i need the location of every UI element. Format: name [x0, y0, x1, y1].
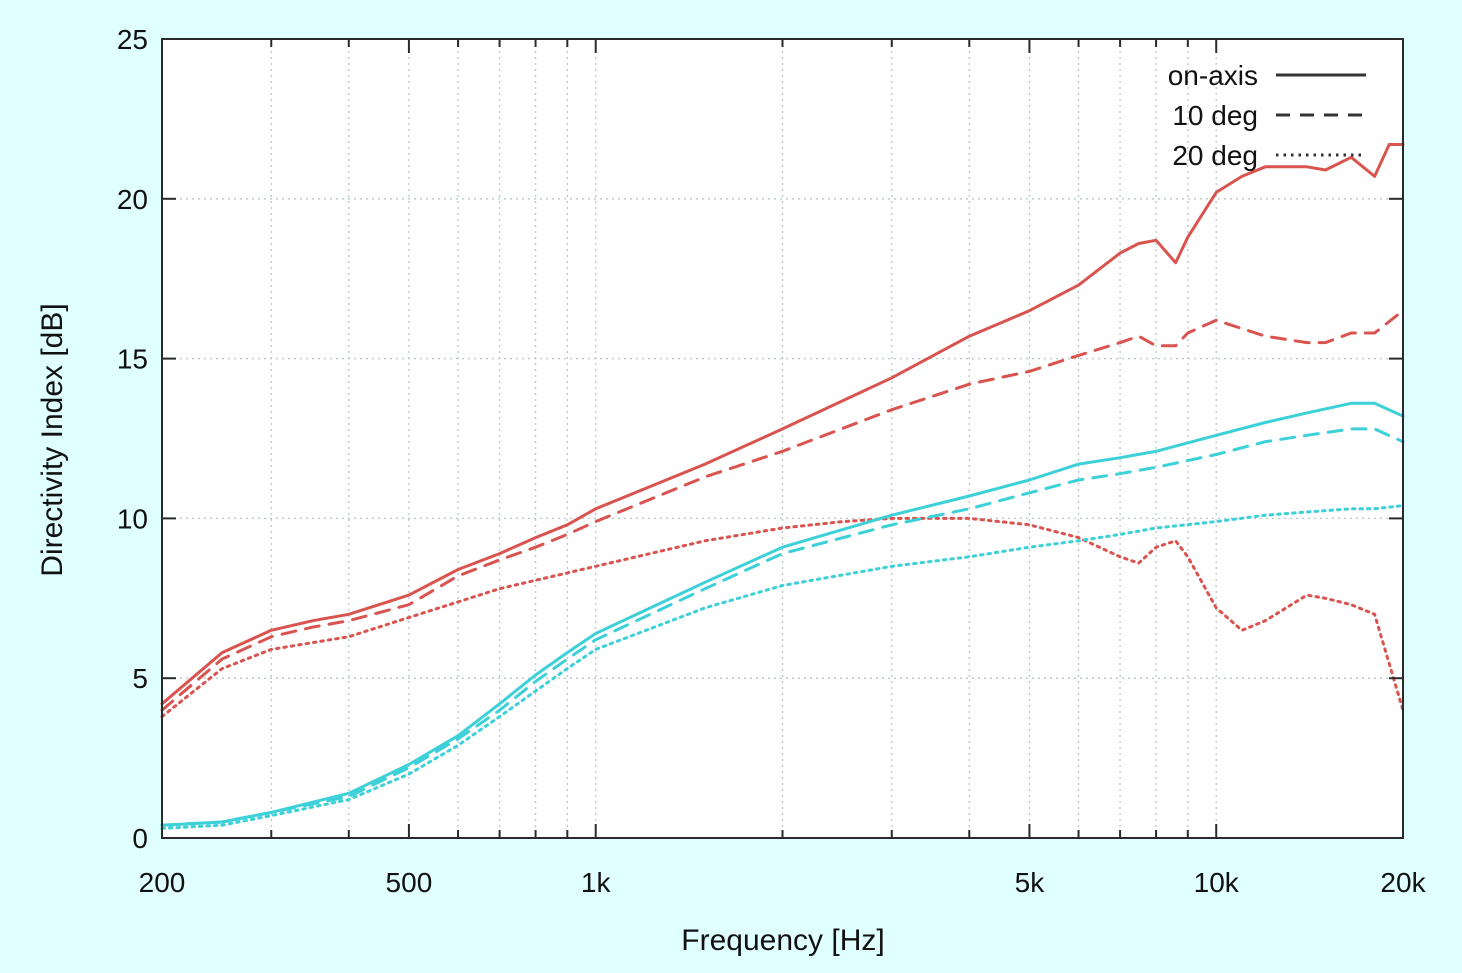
y-tick-label: 10: [117, 503, 148, 534]
x-tick-label: 20k: [1380, 867, 1426, 898]
x-axis-title: Frequency [Hz]: [681, 924, 884, 957]
y-axis-ticks: 0 5 10 15 20 25: [117, 24, 1403, 854]
y-tick-label: 5: [132, 663, 148, 694]
series-line-2: [160, 309, 1405, 712]
series-line-1: [160, 143, 1405, 706]
y-tick-label: 15: [117, 344, 148, 375]
x-tick-label: 500: [386, 867, 433, 898]
x-tick-label: 10k: [1194, 867, 1240, 898]
legend-label: on-axis: [1168, 60, 1258, 91]
legend-label: 20 deg: [1172, 140, 1258, 171]
y-tick-label: 0: [132, 823, 148, 854]
series-line-4: [160, 401, 1405, 827]
series-line-3: [160, 516, 1405, 719]
y-axis-title: Directivity Index [dB]: [36, 303, 69, 576]
grid-lines: [162, 39, 1403, 838]
x-tick-label: 1k: [581, 867, 612, 898]
legend-label: 10 deg: [1172, 100, 1258, 131]
series-line-5: [160, 427, 1405, 827]
legend: on-axis 10 deg 20 deg: [1168, 60, 1366, 171]
y-tick-label: 25: [117, 24, 148, 55]
x-tick-label: 200: [139, 867, 186, 898]
x-tick-label: 5k: [1015, 867, 1046, 898]
series-layer: [160, 143, 1405, 830]
x-axis-ticks: 200 500 1k 5k 10k 20k: [139, 39, 1427, 898]
y-tick-label: 20: [117, 184, 148, 215]
series-line-6: [160, 504, 1405, 830]
